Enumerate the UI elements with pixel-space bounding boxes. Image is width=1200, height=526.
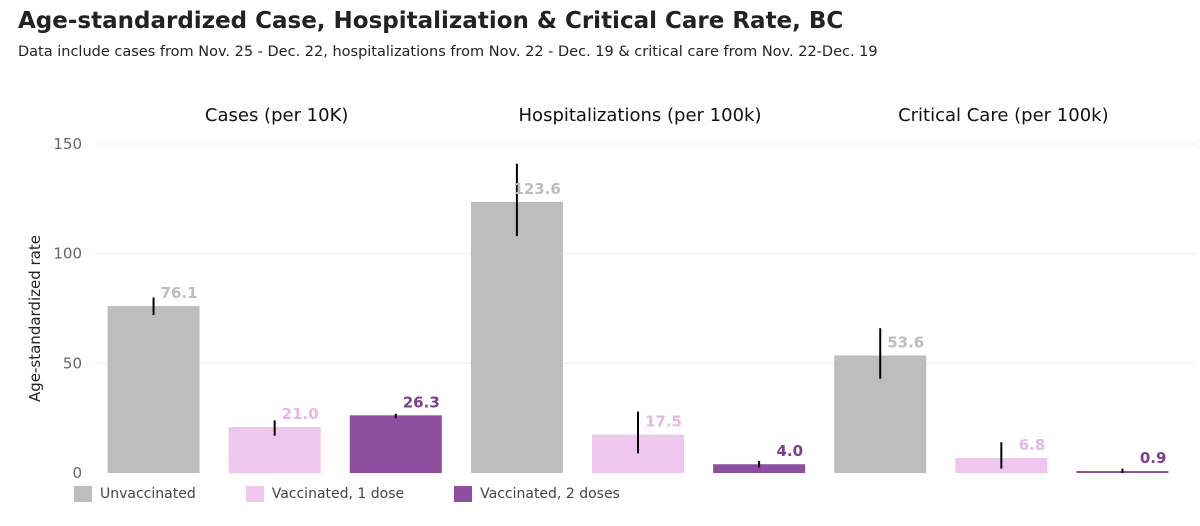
panel-title: Hospitalizations (per 100k) [519, 105, 762, 126]
data-label: 53.6 [887, 333, 924, 351]
data-label: 17.5 [645, 413, 682, 431]
legend-swatch-unvaccinated [74, 486, 92, 502]
chart-subtitle: Data include cases from Nov. 25 - Dec. 2… [18, 44, 878, 60]
bar [349, 415, 442, 473]
legend-item-1-dose: Vaccinated, 1 dose [245, 486, 405, 502]
data-label: 21.0 [282, 405, 319, 423]
y-tick-label: 100 [53, 245, 82, 263]
legend-label-2-doses: Vaccinated, 2 doses [480, 486, 620, 502]
chart-title: Age-standardized Case, Hospitalization &… [18, 8, 844, 34]
legend-label-unvaccinated: Unvaccinated [100, 486, 196, 502]
bar [470, 201, 563, 474]
panel-title: Critical Care (per 100k) [898, 105, 1109, 126]
data-label: 4.0 [777, 442, 804, 460]
y-tick-label: 50 [63, 354, 82, 372]
legend-label-1-dose: Vaccinated, 1 dose [271, 486, 405, 502]
legend-item-unvaccinated: Unvaccinated [74, 486, 196, 502]
panel-title: Cases (per 10K) [205, 105, 349, 126]
legend: Unvaccinated Vaccinated, 1 dose Vaccinat… [74, 486, 670, 502]
y-tick-label: 150 [53, 135, 82, 153]
data-label: 76.1 [161, 284, 198, 302]
y-tick-label: 0 [72, 464, 82, 482]
legend-swatch-1-dose [245, 486, 264, 502]
data-label: 26.3 [403, 393, 440, 411]
y-axis-label: Age-standardized rate [26, 235, 44, 402]
bar [107, 306, 200, 473]
legend-swatch-2-doses [454, 486, 473, 502]
legend-item-2-doses: Vaccinated, 2 doses [454, 486, 620, 502]
data-label: 123.6 [513, 180, 560, 198]
data-label: 6.8 [1019, 436, 1046, 454]
bar [713, 464, 806, 473]
data-label: 0.9 [1140, 449, 1167, 467]
